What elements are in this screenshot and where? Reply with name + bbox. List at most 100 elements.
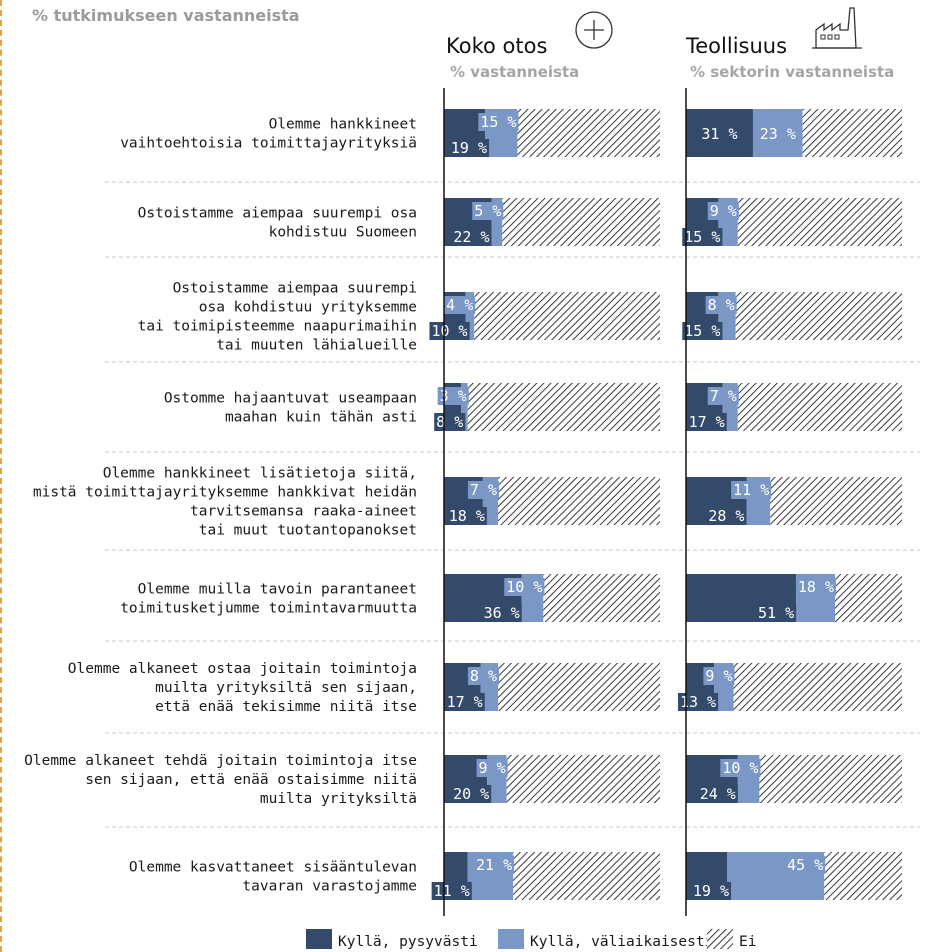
bar-temporary-p0-r3 [461,383,468,431]
data-label-bg-temporary-p0-r1 [472,202,504,220]
data-label-permanent-p1-r7: 24 % [700,785,736,803]
data-label-bg-permanent-p1-r1 [682,228,723,246]
bar-temporary-p0-r2 [465,292,475,340]
bar-no-p1-r5 [835,574,902,622]
data-label-bg-temporary-p0-r8 [473,856,515,874]
data-label-permanent-p1-r1: 15 % [684,228,720,246]
data-label-bg-permanent-p0-r4 [446,507,487,525]
data-label-temporary-p1-r5: 18 % [798,578,834,596]
data-label-temporary-p0-r8: 21 % [476,856,512,874]
data-label-permanent-p1-r6: 13 % [680,693,716,711]
data-label-permanent-p1-r0: 31 % [701,125,737,143]
legend-swatch-no [707,929,733,949]
category-label-8: Olemme kasvattaneet sisääntulevan tavaran… [129,860,417,895]
category-label-1: Ostoistamme aiempaa suurempi osa kohdistu… [138,206,417,241]
data-label-bg-permanent-p0-r0 [448,139,490,157]
data-label-bg-permanent-p1-r8 [690,882,732,900]
data-label-bg-permanent-p1-r2 [682,322,723,340]
data-label-permanent-p1-r5: 51 % [758,604,794,622]
bar-no-p0-r2 [474,292,660,340]
data-label-bg-temporary-p0-r7 [476,759,508,777]
category-label-6: Olemme alkaneet ostaa joitain toimintoja… [68,661,417,715]
data-label-permanent-p0-r5: 36 % [484,604,520,622]
data-label-permanent-p0-r4: 18 % [449,507,485,525]
category-label-3: Ostomme hajaantuvat useampaan maahan kuin… [164,391,417,426]
legend-label-temporary: Kyllä, väliaikaisesti [530,934,713,950]
plus-circle-icon [575,11,613,49]
data-label-permanent-p0-r8: 11 % [434,882,470,900]
bar-no-p0-r0 [517,109,660,157]
bar-no-p1-r2 [735,292,902,340]
data-label-permanent-p1-r8: 19 % [693,882,729,900]
data-label-bg-permanent-p0-r5 [481,604,522,622]
data-label-bg-permanent-p1-r6 [677,693,719,711]
data-label-bg-permanent-p0-r8 [431,882,472,900]
data-label-temporary-p0-r7: 9 % [479,759,506,777]
bar-permanent-p1-r0 [686,109,753,157]
category-labels: Olemme hankkineet vaihtoehtoisia toimitta… [24,117,417,895]
data-label-permanent-p0-r0: 19 % [451,139,487,157]
data-label-permanent-p1-r2: 15 % [684,322,720,340]
bar-no-p1-r3 [737,383,902,431]
data-label-bg-temporary-p1-r1 [707,202,739,220]
category-label-4: Olemme hankkineet lisätietoja siitä, mist… [33,466,417,539]
data-label-temporary-p0-r5: 10 % [506,578,542,596]
data-label-temporary-p0-r3: 3 % [440,387,467,405]
data-label-temporary-p1-r0: 23 % [760,125,796,143]
category-label-5: Olemme muilla tavoin parantaneet toimitus… [120,582,417,617]
panel-subtitle-1: % sektorin vastanneista [690,63,894,81]
legend-label-permanent: Kyllä, pysyvästi [338,934,478,950]
bar-no-p1-r6 [733,663,902,711]
data-label-bg-permanent-p0-r6 [444,693,485,711]
bar-no-p1-r8 [824,852,902,900]
data-label-bg-temporary-p1-r7 [720,759,761,777]
factory-icon [812,7,862,49]
data-label-bg-permanent-p1-r5 [756,604,797,622]
bar-no-p0-r5 [543,574,660,622]
data-label-bg-temporary-p1-r8 [785,856,826,874]
data-label-permanent-p0-r7: 20 % [453,785,489,803]
bar-temporary-p1-r0 [752,109,803,157]
bar-no-p1-r0 [802,109,902,157]
legend-swatch-permanent [306,929,332,949]
data-label-bg-permanent-p0-r2 [429,322,470,340]
data-label-temporary-p1-r7: 10 % [722,759,758,777]
bar-temporary-p0-r1 [491,198,503,246]
bar-no-p0-r7 [506,755,660,803]
data-label-temporary-p1-r1: 9 % [710,202,737,220]
data-label-bg-temporary-p1-r5 [795,578,837,596]
data-label-bg-temporary-p0-r3 [437,387,469,405]
category-label-2: Ostoistamme aiempaa suurempi osa kohdistu… [138,281,417,354]
data-label-temporary-p0-r0: 15 % [480,113,516,131]
bar-no-p0-r1 [502,198,660,246]
data-label-permanent-p0-r6: 17 % [447,693,483,711]
data-label-temporary-p1-r2: 8 % [708,296,735,314]
bar-no-p0-r3 [467,383,660,431]
data-label-permanent-p0-r1: 22 % [453,228,489,246]
data-label-permanent-p0-r3: 8 % [436,413,463,431]
data-label-bg-permanent-p1-r4 [706,507,747,525]
data-label-bg-temporary-p0-r2 [444,296,476,314]
bar-no-p1-r1 [737,198,902,246]
data-label-temporary-p1-r8: 45 % [787,856,823,874]
data-label-bg-permanent-p1-r3 [686,413,727,431]
category-label-0: Olemme hankkineet vaihtoehtoisia toimitta… [120,117,417,152]
data-label-bg-temporary-p1-r4 [731,481,772,499]
bars: 19 % 15 % 22 % 5 % 10 % 4 % 8 % 3 % 18 % 7 % 36 % 1… [429,109,902,900]
data-label-bg-temporary-p0-r5 [504,578,545,596]
data-label-bg-temporary-p0-r0 [478,113,519,131]
data-label-bg-temporary-p0-r6 [467,667,499,685]
data-label-bg-permanent-p1-r7 [697,785,738,803]
data-label-bg-permanent-p0-r7 [451,785,492,803]
axes [443,88,687,916]
data-label-permanent-p1-r4: 28 % [708,507,744,525]
data-label-temporary-p0-r2: 4 % [446,296,473,314]
data-label-temporary-p0-r1: 5 % [474,202,501,220]
legend: Kyllä, pysyvästi Kyllä, väliaikaisesti Ei [306,929,756,950]
legend-label-no: Ei [739,934,756,950]
bar-no-p1-r4 [770,477,902,525]
bar-no-p1-r7 [759,755,902,803]
bar-no-p0-r8 [513,852,660,900]
data-label-permanent-p0-r2: 10 % [431,322,467,340]
